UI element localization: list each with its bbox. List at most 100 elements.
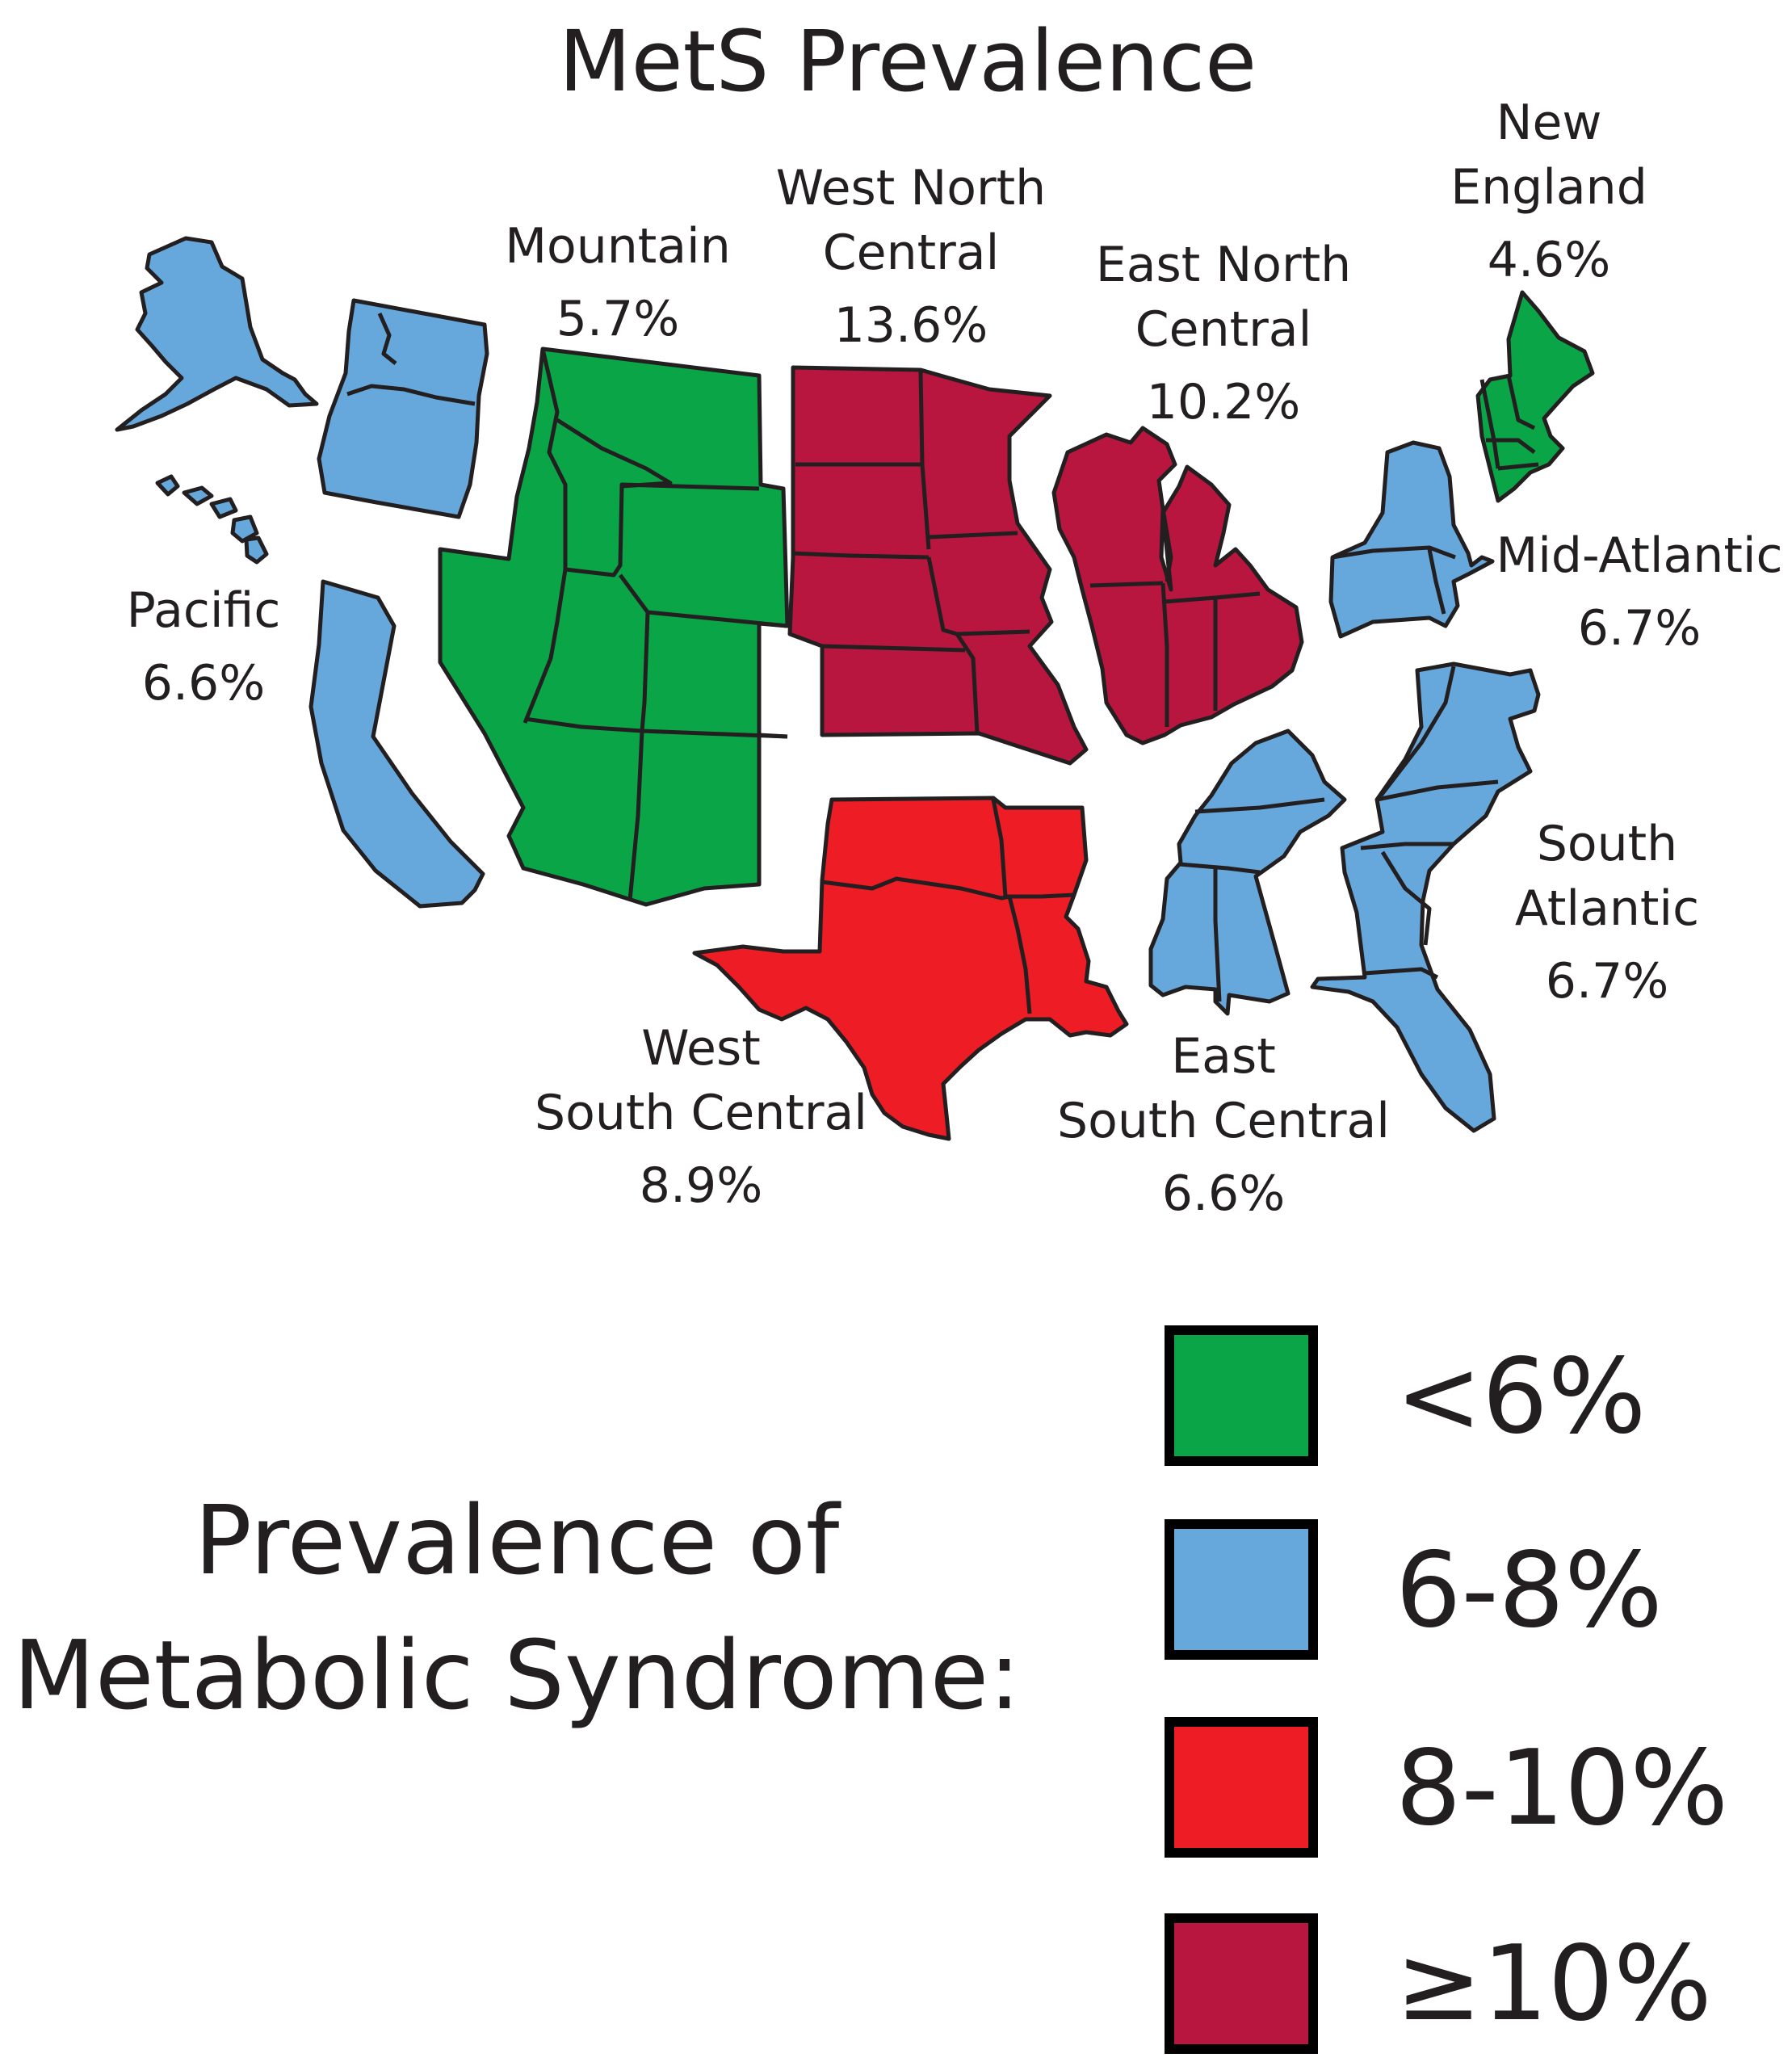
label-ne-value: 4.6% [1488, 232, 1610, 288]
label-ma: Mid-Atlantic 6.7% [1496, 527, 1782, 657]
legend-label-ge10: ≥10% [1395, 1924, 1712, 2044]
label-ne-name2: England [1450, 159, 1647, 216]
region-sa-shape [1310, 661, 1541, 1133]
nc-sc-border [1360, 842, 1454, 850]
pa-nj-border [1427, 548, 1446, 615]
state-hawaii [155, 474, 269, 565]
region-wnc-shape [787, 365, 1089, 766]
region-mountain [438, 346, 790, 907]
label-mountain-name: Mountain [505, 218, 731, 275]
sc-ga-border [1380, 850, 1432, 946]
label-mountain: Mountain 5.7% [505, 218, 731, 347]
ok-tx-border [821, 876, 1010, 901]
state-wa-or [317, 298, 489, 519]
label-wnc-value: 13.6% [834, 297, 988, 354]
legend: Prevalence of Metabolic Syndrome: <6% 6-… [13, 1325, 1728, 2054]
legend-swatch-ge10 [1165, 1913, 1318, 2054]
label-wnc-name1: West North [776, 160, 1046, 216]
southwest-divider [524, 716, 788, 739]
ok-ar-border [991, 799, 1008, 897]
label-ne-name1: New [1496, 94, 1602, 151]
label-wnc-name2: Central [823, 225, 999, 281]
label-wnc: West North Central 13.6% [776, 160, 1046, 354]
map-title: MetS Prevalence [559, 12, 1257, 111]
ky-tn-border [1194, 797, 1325, 814]
state-alaska [115, 236, 319, 432]
legend-item-8to10: 8-10% [1165, 1717, 1728, 1858]
label-sa-name1: South [1537, 816, 1677, 872]
legend-item-lt6: <6% [1165, 1325, 1646, 1466]
lake-michigan [1160, 508, 1173, 582]
region-wsc-shape [692, 796, 1129, 1141]
label-wsc-name2: South Central [535, 1085, 867, 1141]
label-pacific-name: Pacific [127, 582, 281, 639]
label-enc-value: 10.2% [1147, 374, 1301, 430]
legend-title-line2: Metabolic Syndrome: [13, 1619, 1021, 1731]
label-sa-name2: Atlantic [1515, 880, 1699, 937]
ga-fl-border [1364, 967, 1439, 980]
legend-label-6to8: 6-8% [1395, 1531, 1663, 1651]
label-ma-value: 6.7% [1578, 600, 1701, 657]
label-enc: East North Central 10.2% [1096, 237, 1351, 430]
region-east-north-central [1051, 426, 1304, 745]
legend-swatch-lt6 [1165, 1325, 1318, 1466]
ny-pa-border [1332, 545, 1456, 560]
tx-la-border [1007, 896, 1032, 1014]
label-pacific-value: 6.6% [142, 655, 265, 712]
illinois-indiana [1160, 582, 1169, 727]
region-south-atlantic [1310, 661, 1541, 1133]
ms-al-border [1213, 868, 1222, 1002]
wa-or-border [346, 384, 476, 406]
region-enc-shape [1051, 426, 1304, 745]
region-mountain-shape [438, 346, 790, 907]
region-pacific [115, 236, 489, 909]
tn-south-border [1178, 862, 1261, 875]
legend-title-line1: Prevalence of [195, 1484, 841, 1596]
wyoming-border [563, 485, 624, 577]
puget-sound [377, 312, 397, 365]
label-enc-name1: East North [1096, 237, 1351, 293]
legend-swatch-6to8 [1165, 1519, 1318, 1660]
legend-item-ge10: ≥10% [1165, 1913, 1712, 2054]
ne-state-lines [1479, 375, 1539, 471]
label-enc-name2: Central [1135, 301, 1311, 358]
ne-ks-border [821, 644, 966, 653]
label-esc-name1: East [1171, 1028, 1275, 1085]
label-sa: South Atlantic 6.7% [1515, 816, 1699, 1010]
label-esc-name2: South Central [1057, 1093, 1390, 1149]
label-ma-name: Mid-Atlantic [1496, 527, 1782, 584]
va-nc-border [1376, 779, 1499, 802]
region-ne-shape [1475, 290, 1595, 503]
wv-va-border [1379, 666, 1456, 797]
state-california [308, 579, 485, 909]
region-ma-shape [1328, 440, 1495, 639]
arizona-newmexico [627, 730, 644, 901]
legend-item-6to8: 6-8% [1165, 1519, 1663, 1660]
wisconsin-illinois [1089, 581, 1164, 588]
label-ne: New England 4.6% [1450, 94, 1647, 288]
label-mountain-value: 5.7% [556, 291, 679, 347]
legend-label-8to10: 8-10% [1395, 1728, 1728, 1849]
colorado-newmexico [758, 733, 788, 739]
minnesota-iowa [928, 531, 1018, 540]
idaho-border [540, 348, 568, 557]
ar-la-border [1005, 892, 1075, 899]
label-esc-value: 6.6% [1162, 1165, 1285, 1222]
nevada-utah [522, 569, 568, 724]
label-wsc: West South Central 8.9% [535, 1020, 867, 1214]
legend-swatch-8to10 [1165, 1717, 1318, 1858]
region-west-south-central [692, 796, 1129, 1141]
region-new-england [1475, 290, 1595, 503]
montana-border [556, 418, 760, 491]
utah-colorado [640, 611, 650, 732]
legend-label-lt6: <6% [1395, 1337, 1646, 1457]
label-wsc-name1: West [641, 1020, 761, 1077]
region-mid-atlantic [1328, 440, 1495, 639]
iowa-border [926, 556, 958, 636]
ks-mo-border [955, 632, 980, 734]
label-wsc-value: 8.9% [640, 1157, 762, 1214]
label-esc: East South Central 6.6% [1057, 1028, 1390, 1222]
sd-ne-border [791, 551, 930, 560]
